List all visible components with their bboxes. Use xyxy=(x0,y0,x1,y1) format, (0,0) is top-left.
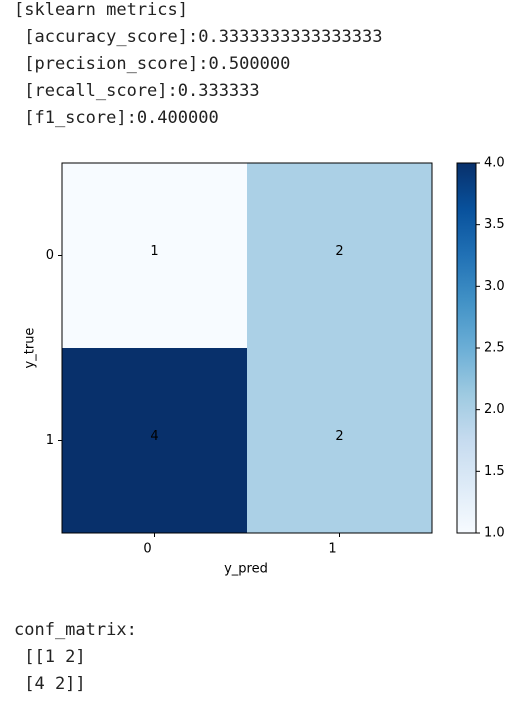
footer-text: conf_matrix: [[1 2] [4 2]] xyxy=(14,617,137,698)
y-tick-label: 0 xyxy=(46,248,54,263)
matrix-line: conf_matrix: xyxy=(14,620,137,640)
colorbar-tick-label: 4.0 xyxy=(484,156,505,171)
heatmap-cell xyxy=(62,163,247,348)
metric-line: [recall_score]:0.333333 xyxy=(14,81,260,101)
y-tick-label: 1 xyxy=(46,433,54,448)
chart: 1 2 4 2 0 1 0 1 y_pred y_true 1.0 1.5 2.0 2.5 3.0 3.5 4.… xyxy=(23,156,505,577)
colorbar xyxy=(456,162,477,534)
x-tick-label: 0 xyxy=(143,542,151,557)
colorbar-tick-label: 3.0 xyxy=(484,279,505,294)
colorbar-tick-label: 2.5 xyxy=(484,341,505,356)
cell-label: 2 xyxy=(335,244,343,259)
metric-line: [precision_score]:0.500000 xyxy=(14,54,291,74)
colorbar-tick-label: 2.0 xyxy=(484,402,505,417)
colorbar-tick-label: 1.0 xyxy=(484,526,505,541)
colorbar-tick-label: 3.5 xyxy=(484,217,505,232)
cell-label: 1 xyxy=(150,244,158,259)
plot-frame xyxy=(61,162,433,534)
matrix-line: [[1 2] xyxy=(14,647,86,667)
heatmap-cell xyxy=(247,348,432,533)
x-axis-label: y_pred xyxy=(224,562,268,577)
metric-line: [f1_score]:0.400000 xyxy=(14,108,219,128)
heatmap-cell xyxy=(62,348,247,533)
y-axis-label: y_true xyxy=(23,328,38,369)
metric-line: [sklearn metrics] xyxy=(14,0,188,20)
cell-label: 2 xyxy=(335,429,343,444)
metric-line: [accuracy_score]:0.3333333333333333 xyxy=(14,27,383,47)
x-tick-label: 1 xyxy=(328,542,336,557)
heatmap-cell xyxy=(247,163,432,348)
colorbar-tick-label: 1.5 xyxy=(484,464,505,479)
cell-label: 4 xyxy=(150,429,158,444)
header-text: [sklearn metrics] [accuracy_score]:0.333… xyxy=(14,0,382,132)
matrix-line: [4 2]] xyxy=(14,674,86,694)
